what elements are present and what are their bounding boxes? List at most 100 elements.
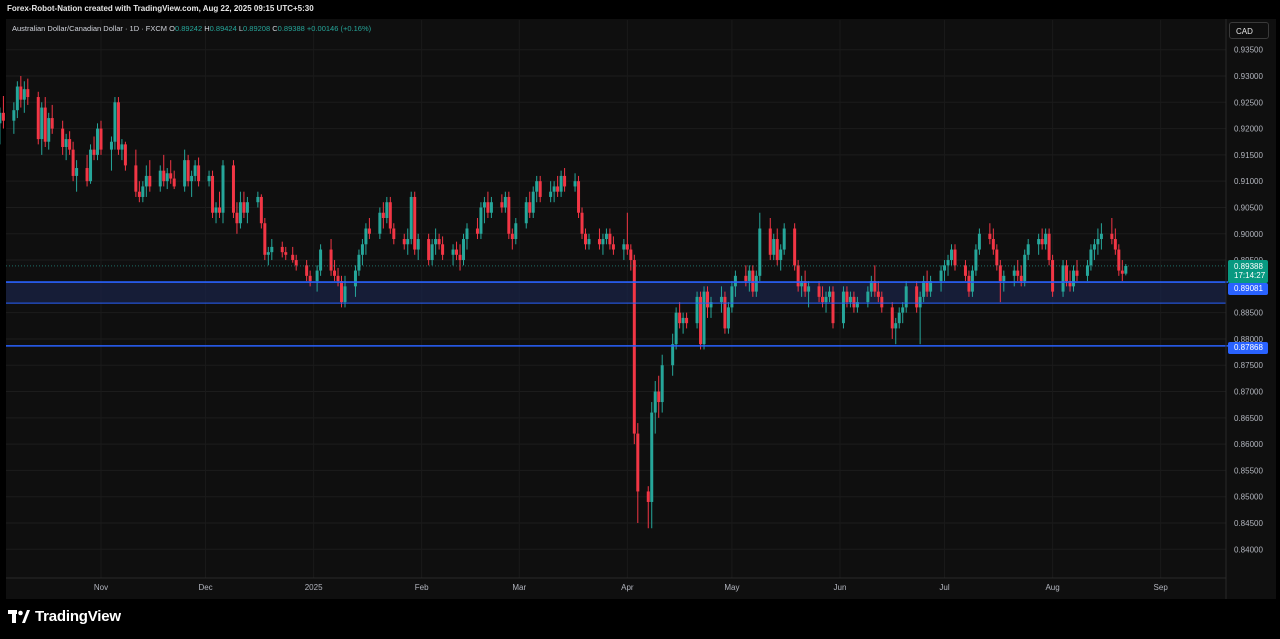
candle (702, 286, 706, 350)
candle-body (671, 344, 675, 366)
price-tick-label: 0.87000 (1234, 388, 1263, 397)
candle-body (409, 196, 413, 240)
candle-body (141, 186, 145, 197)
candle (653, 381, 657, 434)
candle (510, 228, 514, 250)
candle (796, 260, 800, 292)
candle-body (1099, 233, 1103, 240)
candle (336, 267, 340, 287)
price-tick-label: 0.88000 (1234, 335, 1263, 344)
candle (465, 223, 469, 250)
candle-body (925, 281, 929, 292)
candle-body (1117, 249, 1121, 271)
candle (15, 81, 19, 119)
candle (120, 139, 124, 161)
candle-body (1012, 270, 1016, 276)
tradingview-logo-icon (8, 610, 30, 623)
candle-body (15, 86, 19, 111)
candle-body (190, 175, 194, 182)
candle (828, 286, 832, 303)
candle-body (305, 265, 309, 276)
candle (172, 170, 176, 190)
candle (831, 286, 835, 329)
candle-body (653, 391, 657, 413)
candle-body (329, 249, 333, 271)
candle (40, 102, 44, 155)
candle (660, 354, 664, 413)
candle-body (1072, 270, 1076, 287)
candle-body (876, 291, 880, 297)
candle (929, 275, 933, 297)
candle (650, 402, 654, 529)
candle-body (514, 223, 518, 240)
price-tick-label: 0.88500 (1234, 309, 1263, 318)
candle (726, 302, 730, 334)
tradingview-logo[interactable]: TradingView (8, 608, 121, 625)
level-lower-tag: 0.87868 (1228, 342, 1268, 354)
candle (535, 175, 539, 203)
price-axis[interactable]: 0.93500 0.93000 0.92500 0.92000 0.91500 0.910… (1225, 19, 1263, 599)
time-axis[interactable]: Nov Dec 2025 Feb Mar Apr May Jun Jul Aug Sep (6, 577, 1226, 592)
candle-body (552, 186, 556, 192)
candle (22, 81, 26, 113)
chart-pane[interactable] (6, 19, 1276, 599)
candle (845, 286, 849, 308)
candle-body (977, 233, 981, 250)
candle-body (866, 291, 870, 303)
candle (939, 265, 943, 292)
candle (197, 157, 201, 187)
candle-body (950, 249, 954, 261)
candle (556, 175, 560, 197)
candle (611, 236, 615, 255)
candle-body (172, 178, 176, 187)
candle-body (577, 181, 581, 213)
candle-body (1096, 239, 1100, 245)
currency-button[interactable]: CAD (1229, 22, 1269, 39)
candle-body (535, 181, 539, 192)
candle-body (943, 265, 947, 271)
candle (855, 296, 859, 313)
candle-body (953, 249, 957, 266)
candle-body (1124, 265, 1128, 274)
candle (758, 212, 762, 282)
candle-body (1113, 239, 1117, 250)
candle-body (430, 244, 434, 261)
candle-body (758, 228, 762, 276)
candle-body (821, 296, 825, 303)
candle (587, 233, 591, 250)
candle (918, 291, 922, 345)
time-tick-label: Dec (198, 583, 212, 592)
candle (1047, 228, 1051, 266)
candle-body (848, 296, 852, 303)
candle (841, 286, 845, 329)
candle-body (650, 412, 654, 502)
candle (601, 233, 605, 255)
candle-body (1075, 270, 1079, 276)
candle-body (1065, 265, 1069, 282)
horizontal-levels[interactable] (6, 265, 1228, 347)
candle-body (462, 239, 466, 261)
candle-body (416, 239, 420, 250)
candle-body (113, 102, 117, 142)
candle (1099, 223, 1103, 250)
candle-body (263, 223, 267, 255)
attribution-bar: Forex-Robot-Nation created with TradingV… (0, 0, 1280, 18)
candle (751, 265, 755, 297)
candle (437, 233, 441, 250)
candle-body (61, 128, 65, 147)
time-tick-label: 2025 (305, 583, 323, 592)
time-tick-label: Jul (939, 583, 949, 592)
candle (869, 275, 873, 297)
price-tick-label: 0.91000 (1234, 177, 1263, 186)
candle-body (1044, 233, 1048, 245)
candle-body (235, 212, 239, 224)
candle (19, 76, 23, 108)
candle (695, 291, 699, 329)
candle (218, 191, 222, 218)
attribution-text: Forex-Robot-Nation created with TradingV… (7, 4, 314, 13)
high-value: 0.89424 (209, 24, 237, 33)
candle (388, 196, 392, 234)
candle-body (946, 260, 950, 266)
candle-body (123, 144, 127, 166)
